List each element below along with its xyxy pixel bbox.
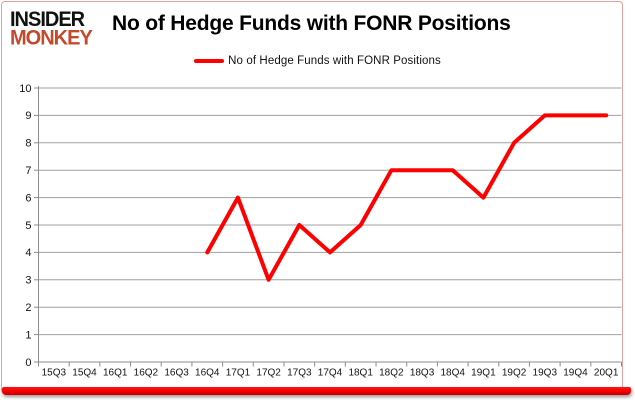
chart-legend: No of Hedge Funds with FONR Positions	[0, 55, 635, 67]
logo-line-insider: INSIDER	[10, 7, 85, 32]
legend-line-swatch	[194, 59, 225, 63]
legend-label: No of Hedge Funds with FONR Positions	[228, 55, 441, 67]
insider-monkey-logo: INSIDER MONKEY	[10, 9, 112, 49]
chart-title: No of Hedge Funds with FONR Positions	[112, 12, 511, 35]
bottom-red-bar	[2, 387, 631, 395]
logo-line-monkey: MONKEY	[10, 26, 93, 50]
